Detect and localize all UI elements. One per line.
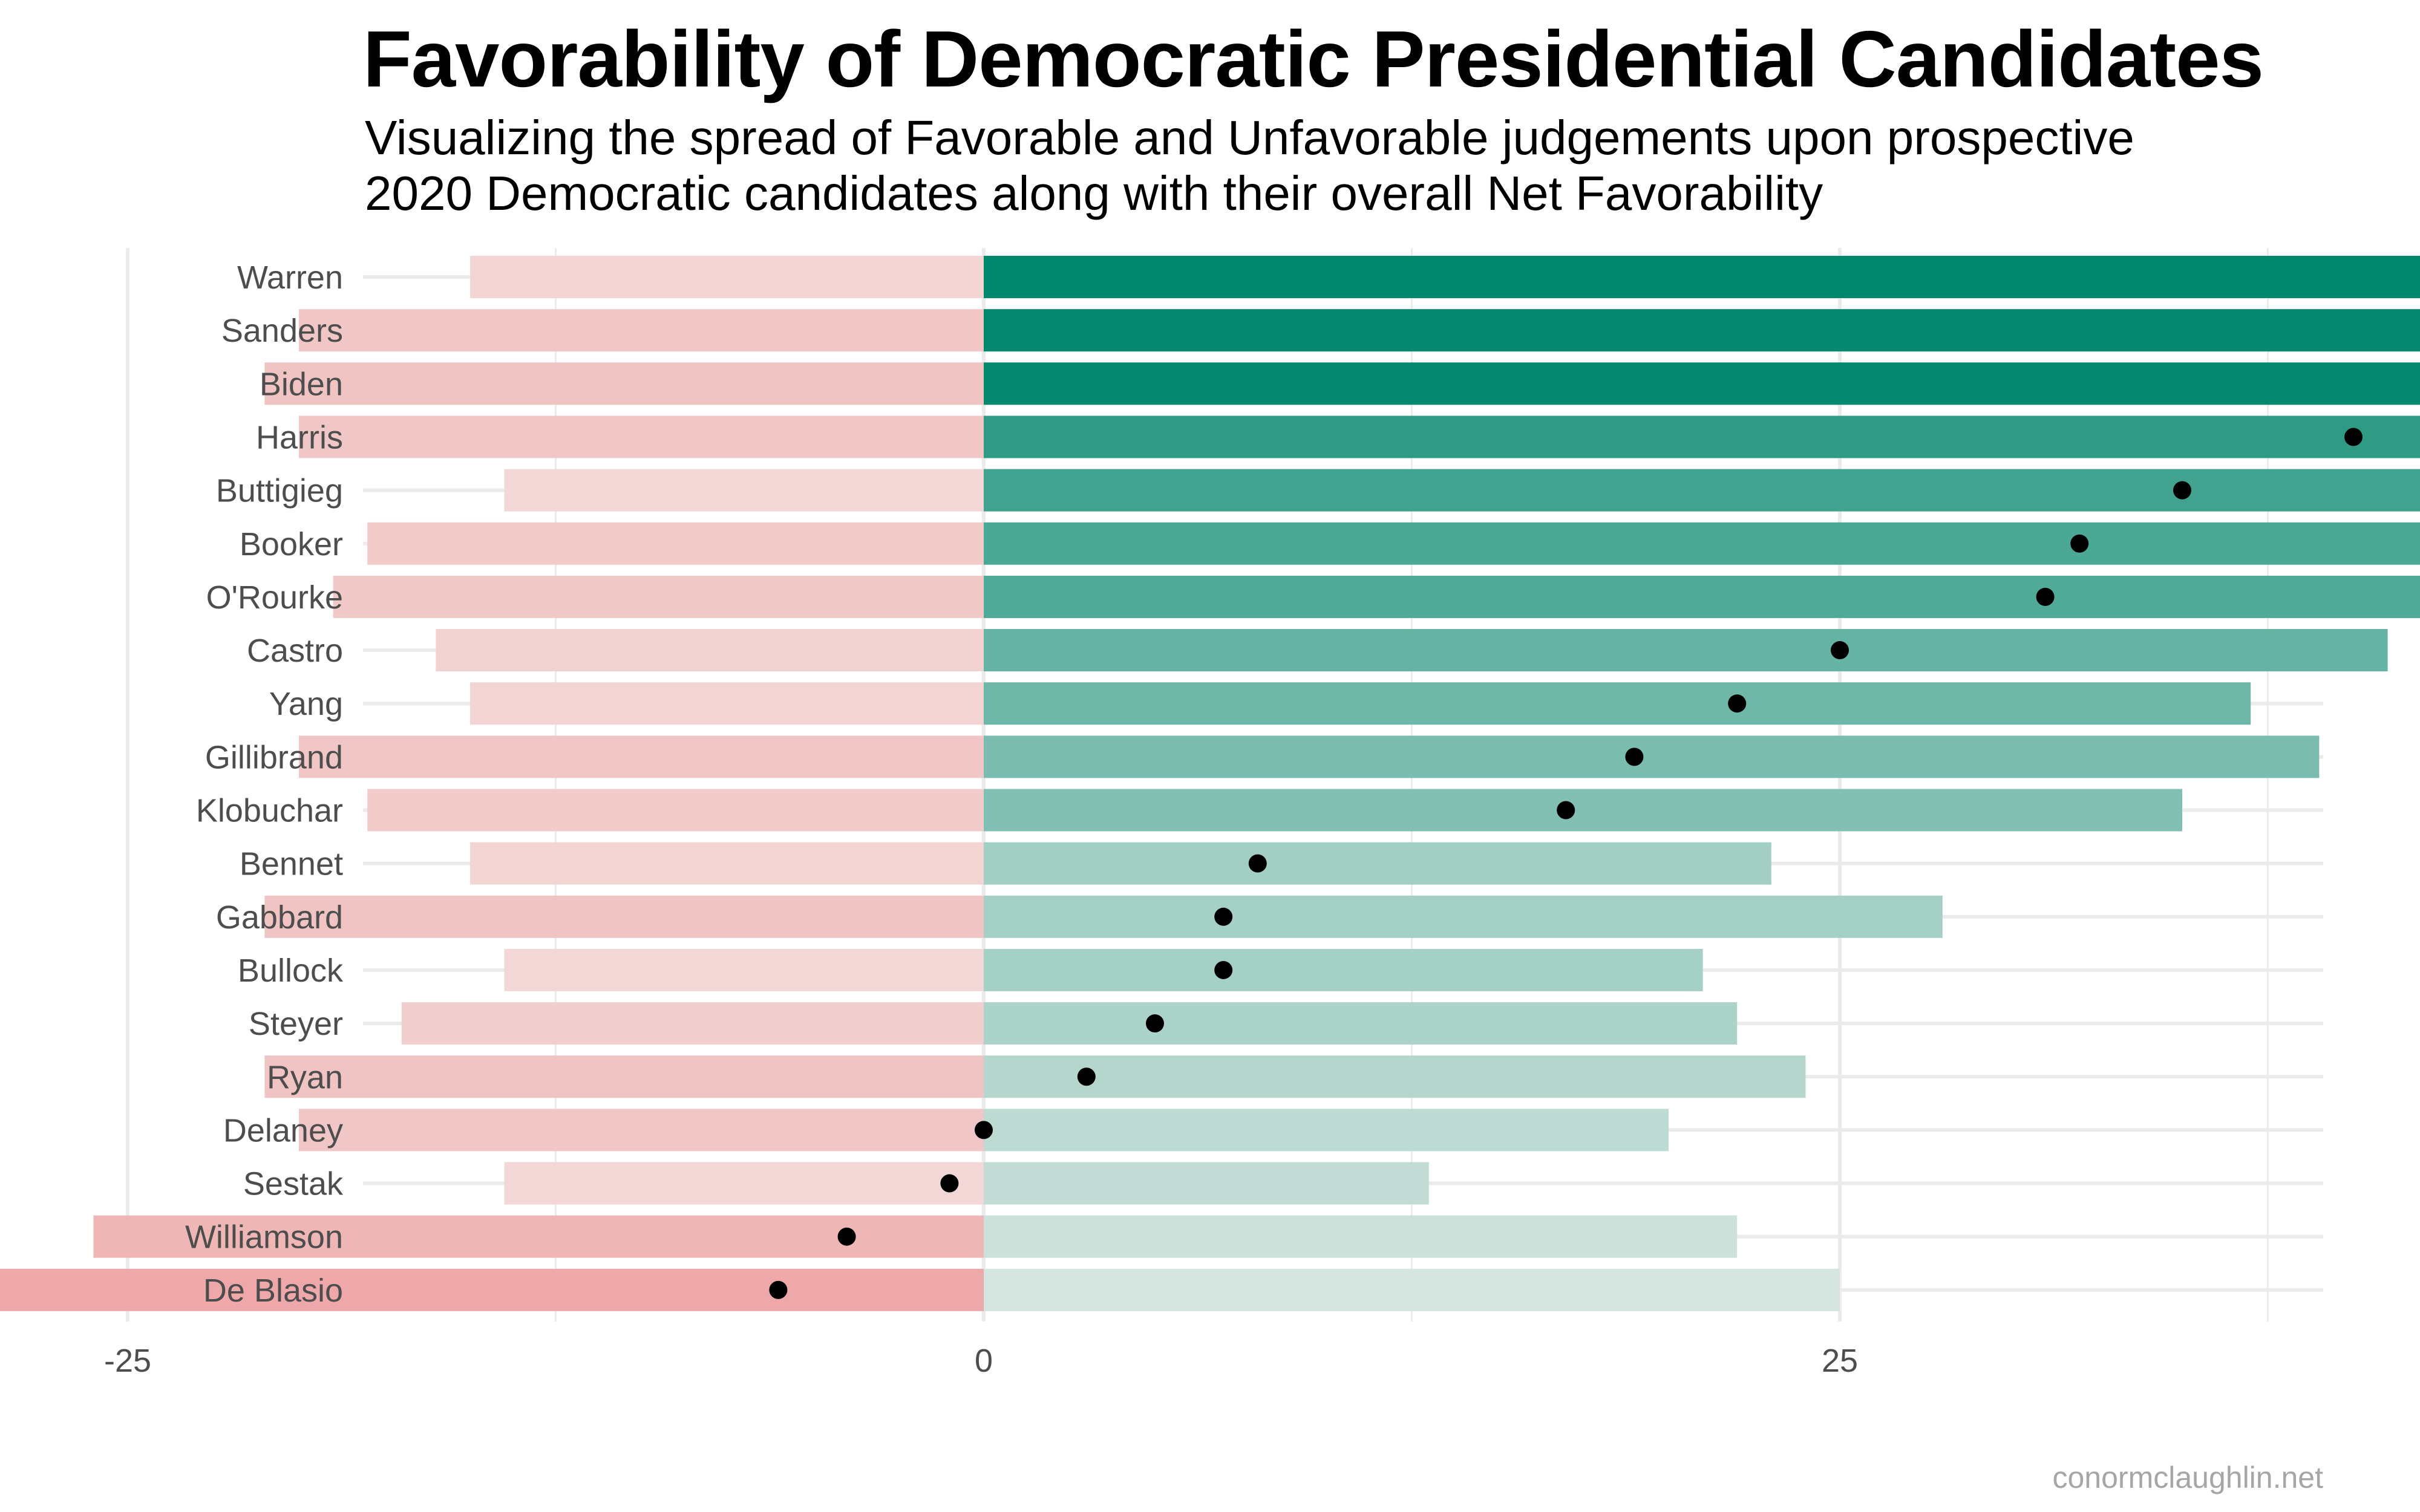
net-favorability-point (2173, 481, 2191, 500)
chart-subtitle: Visualizing the spread of Favorable and … (365, 110, 2134, 221)
unfavorable-bar (264, 362, 984, 405)
favorable-bar (984, 1162, 1429, 1205)
unfavorable-bar (333, 575, 984, 618)
favorable-bar (984, 735, 2320, 778)
candidate-label: Klobuchar (196, 793, 343, 829)
candidate-label: Steyer (249, 1006, 343, 1042)
candidate-label: Harris (256, 419, 343, 455)
candidate-label: Delaney (223, 1112, 343, 1149)
unfavorable-bar (470, 256, 984, 298)
net-favorability-point (2344, 428, 2363, 446)
candidate-label: Booker (240, 526, 343, 562)
bar-layer (0, 256, 2420, 1311)
favorable-bar (984, 362, 2420, 405)
net-favorability-point (769, 1280, 788, 1299)
unfavorable-bar (299, 1109, 984, 1152)
unfavorable-bar (504, 948, 984, 991)
unfavorable-bar (264, 895, 984, 938)
favorable-bar (984, 1002, 1738, 1045)
favorable-bar (984, 1109, 1669, 1152)
candidate-label: Castro (247, 633, 343, 669)
candidate-label: O'Rourke (206, 579, 343, 616)
favorable-bar (984, 415, 2420, 458)
unfavorable-bar (436, 629, 984, 672)
favorable-bar (984, 789, 2182, 832)
candidate-label: De Blasio (203, 1272, 343, 1309)
x-tick-label: -25 (104, 1343, 151, 1379)
candidate-label: Bennet (240, 846, 343, 882)
unfavorable-bar (504, 469, 984, 512)
net-favorability-point (1625, 748, 1644, 766)
unfavorable-bar (401, 1002, 984, 1045)
net-favorability-point (1248, 854, 1267, 873)
favorable-bar (984, 842, 1771, 885)
x-tick-label: 25 (1822, 1343, 1858, 1379)
subtitle-line-1: Visualizing the spread of Favorable and … (365, 111, 2134, 165)
candidate-label: Biden (260, 366, 343, 402)
favorable-bar (984, 256, 2420, 298)
candidate-label: Bullock (238, 953, 344, 989)
unfavorable-bar (299, 309, 984, 352)
favorable-bar (984, 1215, 1738, 1258)
favorable-bar (984, 575, 2420, 618)
x-tick-label: 0 (975, 1343, 993, 1379)
unfavorable-bar (93, 1215, 984, 1258)
candidate-label: Williamson (185, 1219, 343, 1256)
candidate-label-layer: Warren Sanders Biden Harris Buttigieg Booker O… (185, 259, 344, 1309)
net-favorability-point (1831, 641, 1849, 660)
net-favorability-point (1077, 1067, 1096, 1086)
favorable-bar (984, 469, 2420, 512)
favorable-bar (984, 522, 2420, 565)
net-favorability-point (940, 1174, 959, 1193)
candidate-label: Yang (269, 686, 343, 722)
net-point-layer (769, 428, 2363, 1299)
net-favorability-point (837, 1227, 856, 1246)
grid-layer (126, 248, 2323, 1321)
unfavorable-bar (299, 415, 984, 458)
caption: conormclaughlin.net (2052, 1461, 2324, 1494)
unfavorable-bar (299, 735, 984, 778)
candidate-label: Buttigieg (216, 473, 343, 509)
candidate-label: Sanders (221, 313, 343, 349)
net-favorability-point (1214, 960, 1233, 979)
net-favorability-point (1214, 907, 1233, 926)
x-tick-label-layer: -250255075 (104, 1343, 1858, 1379)
unfavorable-bar (264, 1055, 984, 1098)
subtitle-line-2: 2020 Democratic candidates along with th… (365, 166, 1823, 220)
net-favorability-point (2036, 587, 2055, 606)
candidate-label: Warren (237, 259, 343, 296)
favorable-bar (984, 1268, 1840, 1311)
candidate-label: Gillibrand (205, 739, 343, 775)
candidate-label: Sestak (243, 1166, 344, 1202)
net-favorability-point (1146, 1014, 1164, 1033)
candidate-label: Ryan (267, 1059, 343, 1095)
net-favorability-point (1557, 801, 1575, 820)
favorable-bar (984, 629, 2388, 672)
favorable-bar (984, 1055, 1806, 1098)
unfavorable-bar (367, 789, 984, 832)
net-favorability-point (2070, 534, 2089, 553)
net-favorability-point (975, 1121, 993, 1139)
candidate-label: Gabbard (216, 899, 343, 936)
unfavorable-bar (470, 682, 984, 725)
favorable-bar (984, 895, 1943, 938)
unfavorable-bar (504, 1162, 984, 1205)
net-favorability-point (1728, 694, 1747, 713)
chart-title: Favorability of Democratic Presidential … (363, 15, 2264, 103)
favorable-bar (984, 682, 2251, 725)
unfavorable-bar (0, 1268, 984, 1311)
unfavorable-bar (470, 842, 984, 885)
favorable-bar (984, 948, 1703, 991)
favorable-bar (984, 309, 2420, 352)
unfavorable-bar (367, 522, 984, 565)
